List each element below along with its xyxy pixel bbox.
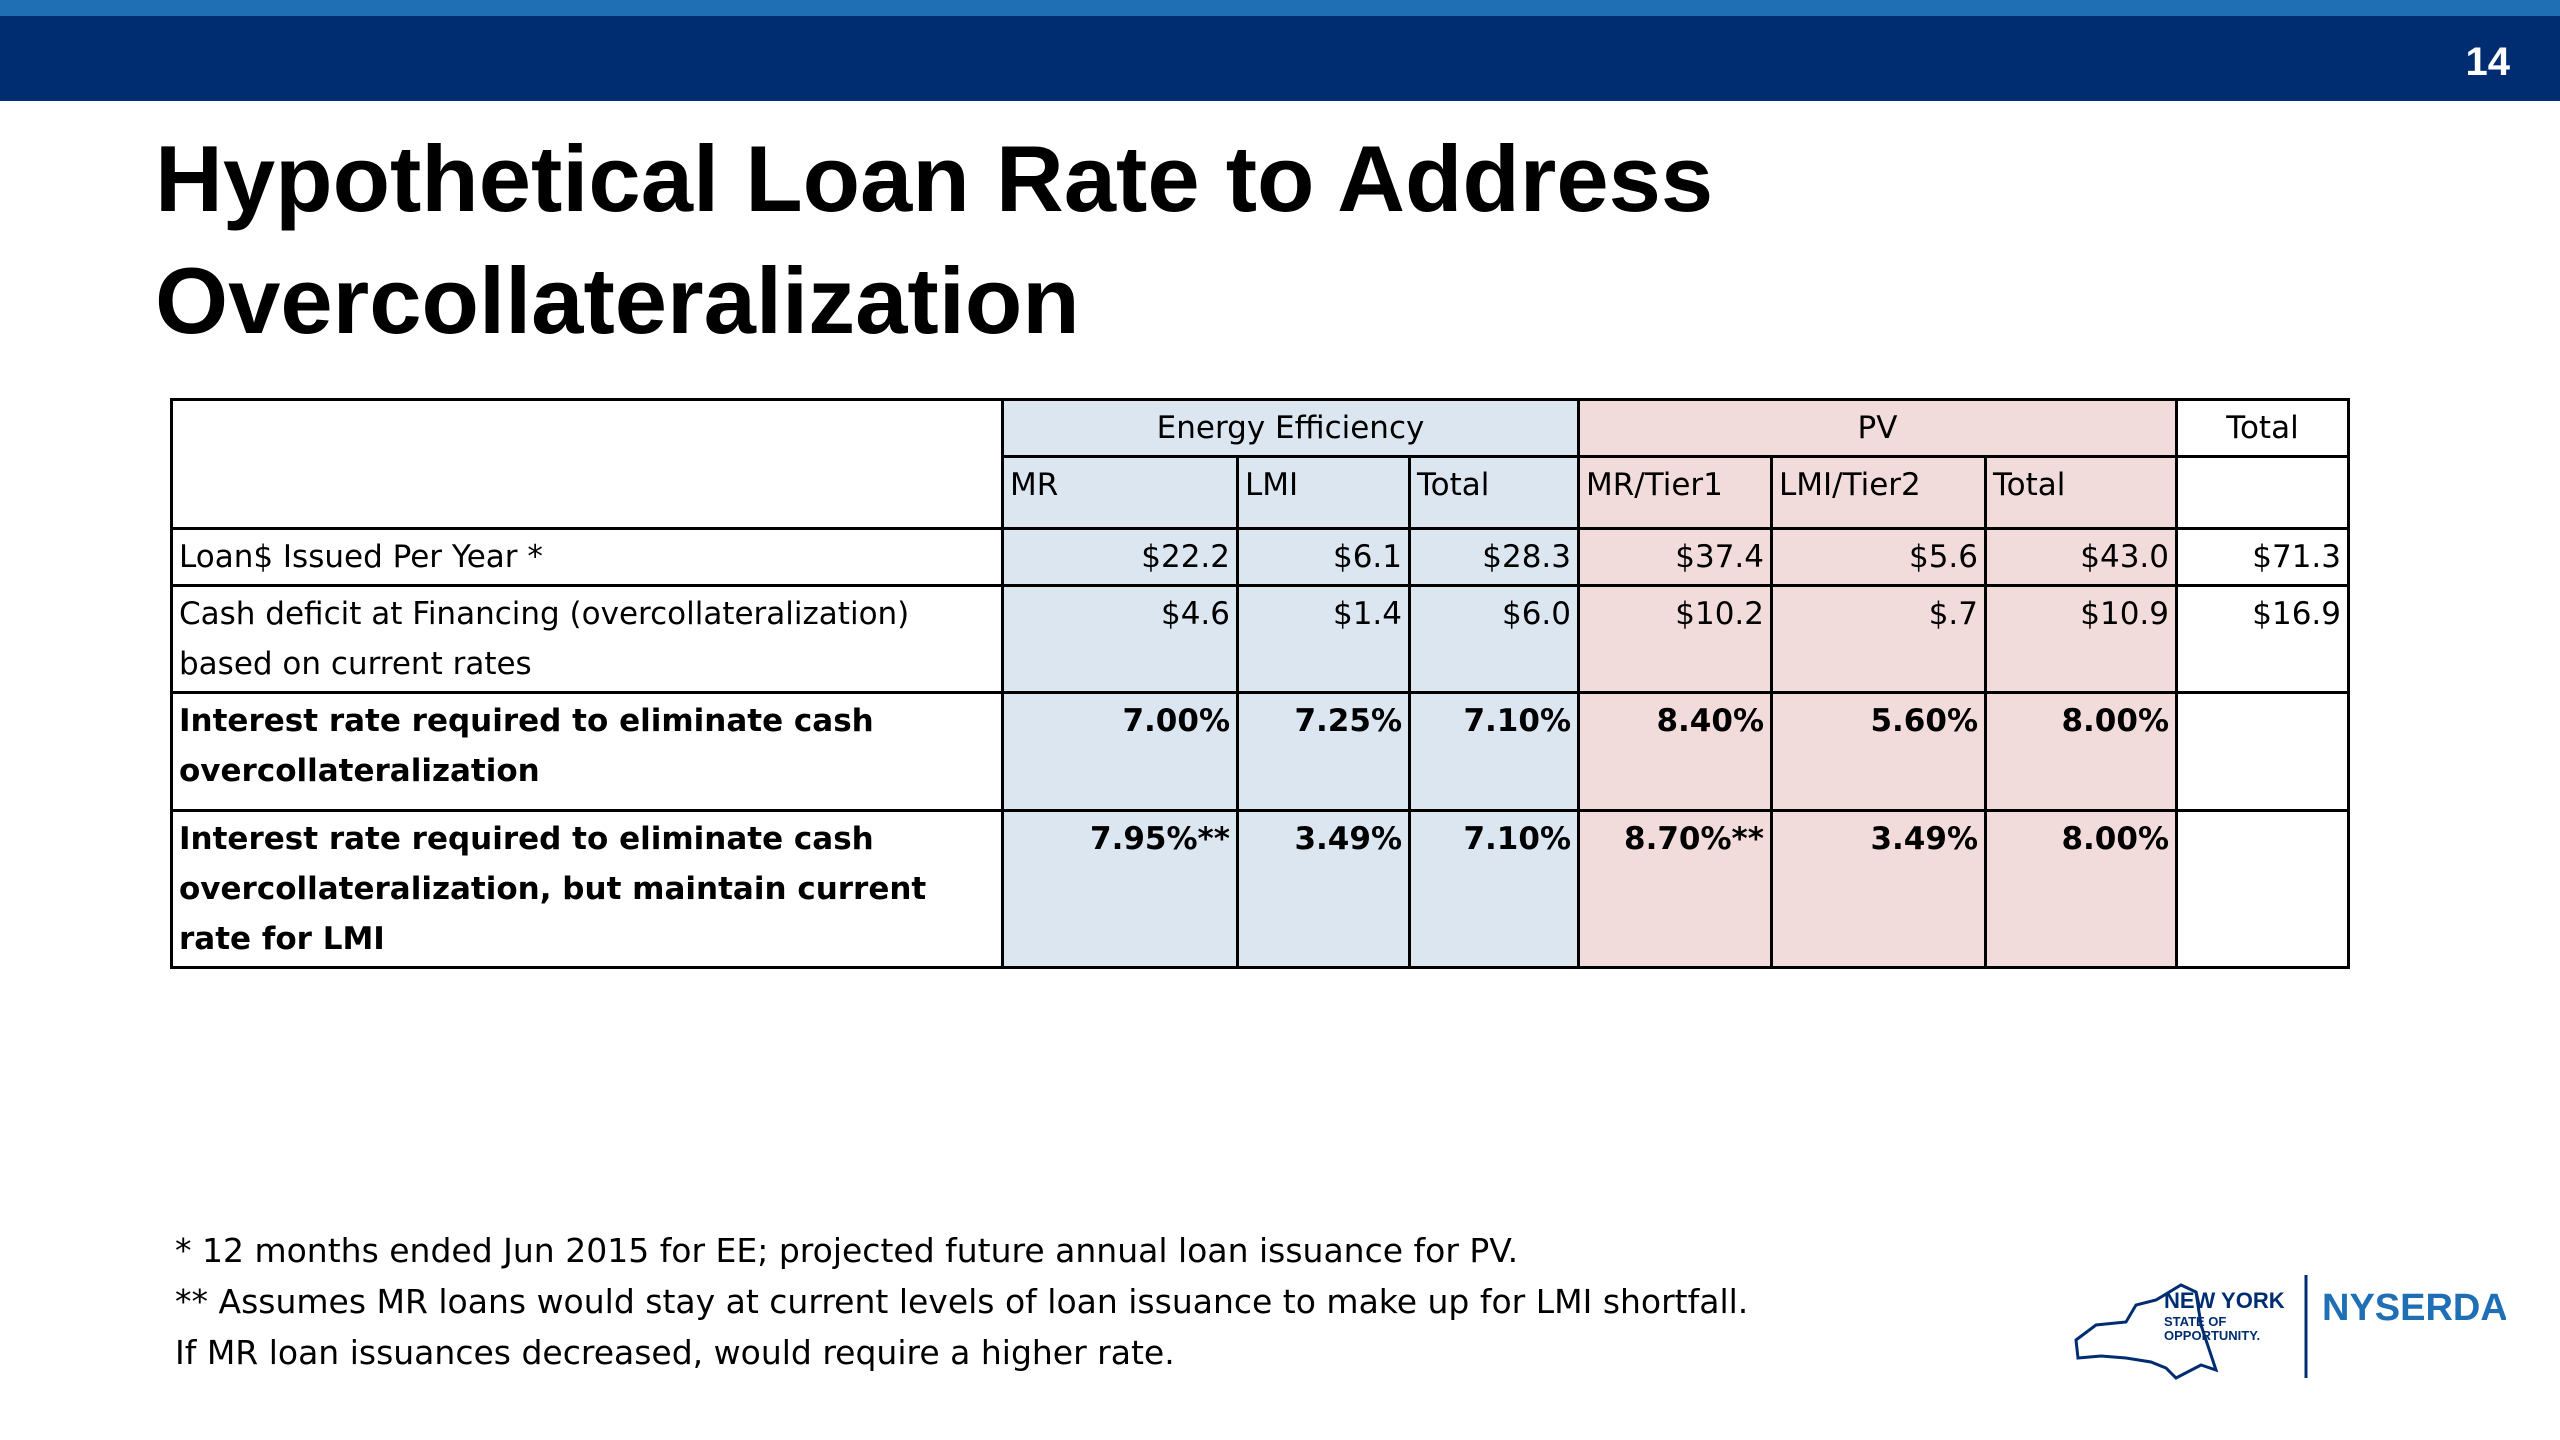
title-line: Hypothetical Loan Rate to Address	[155, 126, 1714, 231]
logo: NEW YORK STATE OF OPPORTUNITY. NYSERDA	[2074, 1275, 2506, 1380]
value-cell: 7.25%	[1236, 691, 1411, 812]
value-cell: 5.60%	[1770, 691, 1987, 812]
logo-text: STATE OF	[2164, 1314, 2226, 1329]
footnotes: * 12 months ended Jun 2015 for EE; proje…	[175, 1225, 1748, 1378]
value-cell: $16.9	[2175, 584, 2350, 694]
table-row: Cash deficit at Financing (overcollatera…	[170, 584, 2350, 694]
empty-cell	[2175, 809, 2350, 969]
row-label: Loan$ Issued Per Year *	[170, 527, 1004, 587]
page-number: 14	[2465, 40, 2511, 84]
value-cell: $.7	[1770, 584, 1987, 694]
sub-header: MR	[1001, 455, 1239, 530]
corner-cell	[170, 398, 1004, 530]
sub-header: MR/Tier1	[1577, 455, 1773, 530]
slide-title: Hypothetical Loan Rate to Address Overco…	[155, 118, 1713, 362]
value-cell: $4.6	[1001, 584, 1239, 694]
value-cell: $37.4	[1577, 527, 1773, 587]
sub-header: Total	[1408, 455, 1580, 530]
header-band	[0, 16, 2560, 101]
row-label: Interest rate required to eliminate cash…	[170, 809, 1004, 969]
value-cell: 8.00%	[1984, 691, 2178, 812]
footnote: If MR loan issuances decreased, would re…	[175, 1333, 1175, 1372]
value-cell: 8.70%**	[1577, 809, 1773, 969]
value-cell: $6.0	[1408, 584, 1580, 694]
value-cell: $10.2	[1577, 584, 1773, 694]
empty-cell	[2175, 691, 2350, 812]
table-row: Loan$ Issued Per Year * $22.2 $6.1 $28.3 $37…	[170, 527, 2350, 587]
table-row: MR LMI Total MR/Tier1 LMI/Tier2 Total	[172, 455, 2350, 530]
value-cell: $43.0	[1984, 527, 2178, 587]
value-cell: 7.10%	[1408, 691, 1580, 812]
footnote: ** Assumes MR loans would stay at curren…	[175, 1282, 1749, 1321]
value-cell: 7.95%**	[1001, 809, 1239, 969]
value-cell: $1.4	[1236, 584, 1411, 694]
row-label: Interest rate required to eliminate cash…	[170, 691, 1004, 812]
logo-text: OPPORTUNITY.	[2164, 1328, 2260, 1343]
state-outline	[2074, 1283, 2219, 1380]
group-header: PV	[1577, 398, 2178, 458]
title-line: Overcollateralization	[155, 248, 1080, 353]
value-cell: 8.00%	[1984, 809, 2178, 969]
row-label: Cash deficit at Financing (overcollatera…	[170, 584, 1004, 694]
value-cell: 3.49%	[1770, 809, 1987, 969]
table-row: Energy Efficiency PV Total	[170, 398, 2350, 530]
value-cell: 8.40%	[1577, 691, 1773, 812]
value-cell: 3.49%	[1236, 809, 1411, 969]
sub-header: LMI/Tier2	[1770, 455, 1987, 530]
footnote: * 12 months ended Jun 2015 for EE; proje…	[175, 1231, 1519, 1270]
data-table: Energy Efficiency PV Total MR LMI Total MR/Tie…	[170, 398, 2350, 969]
top-band	[0, 0, 2560, 16]
group-header: Total	[2175, 398, 2350, 458]
value-cell: $6.1	[1236, 527, 1411, 587]
value-cell: $10.9	[1984, 584, 2178, 694]
logo-agency: NYSERDA	[2322, 1287, 2506, 1329]
table-row: Interest rate required to eliminate cash…	[170, 809, 2350, 969]
value-cell: 7.10%	[1408, 809, 1580, 969]
value-cell: $5.6	[1770, 527, 1987, 587]
value-cell: $22.2	[1001, 527, 1239, 587]
value-cell: 7.00%	[1001, 691, 1239, 812]
value-cell: $71.3	[2175, 527, 2350, 587]
table-row: Interest rate required to eliminate cash…	[170, 691, 2350, 812]
group-header: Energy Efficiency	[1001, 398, 1580, 458]
logo-text: NEW YORK	[2164, 1288, 2285, 1313]
sub-header: Total	[1984, 455, 2178, 530]
value-cell: $28.3	[1408, 527, 1580, 587]
sub-header: LMI	[1236, 455, 1411, 530]
sub-header-empty	[2175, 455, 2350, 530]
